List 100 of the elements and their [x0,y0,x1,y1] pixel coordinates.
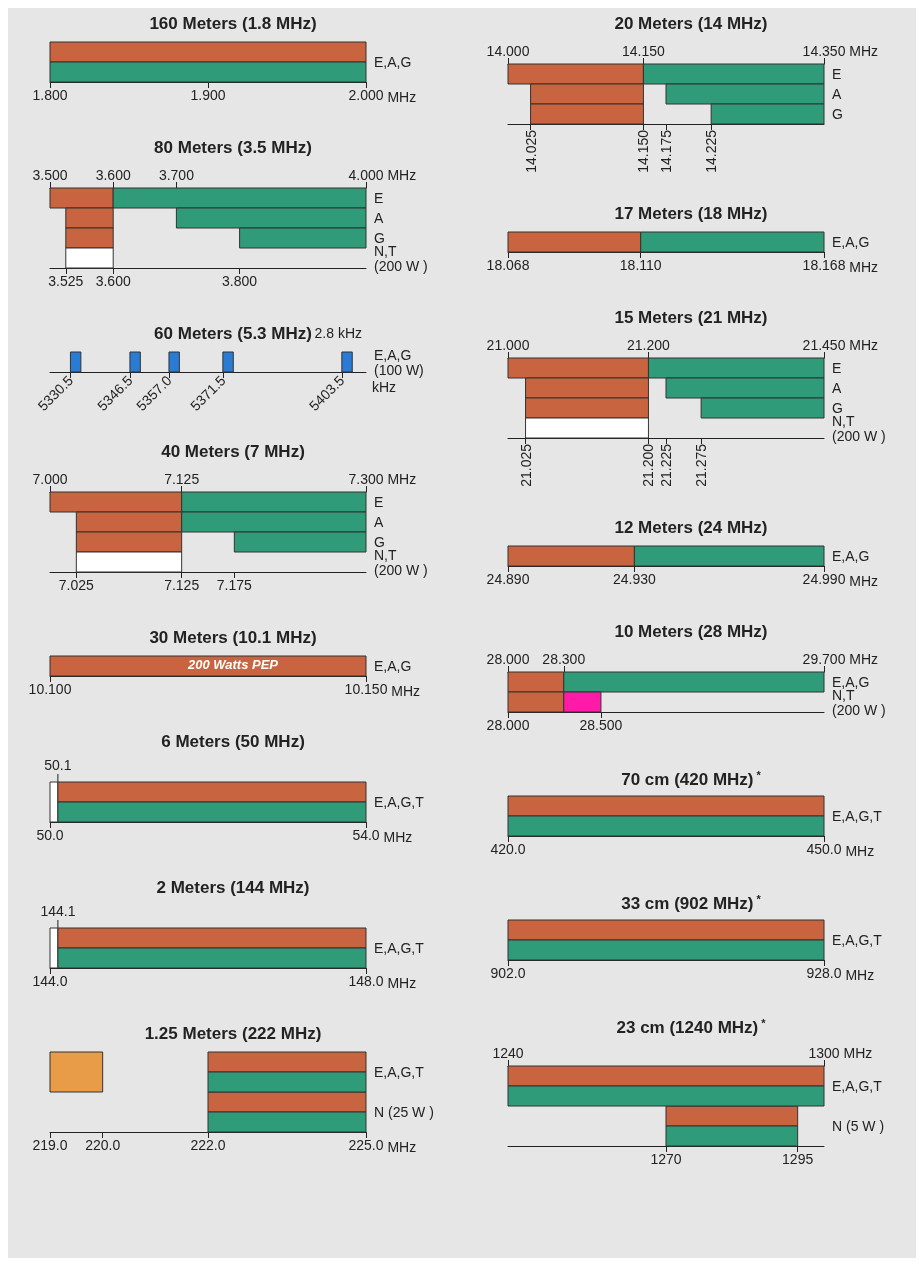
x-tick-label: 21.275 [693,443,710,487]
x-tick-label: 148.0 [348,973,384,989]
x-tick-label: 14.150 [635,129,652,173]
x2-tick-label: 14.000 [486,43,530,59]
x-tick-label: 1270 [650,1151,682,1167]
x2-tick-label: 28.300 [542,651,586,667]
x-axis-title: MHz [391,683,421,699]
chart-title: 30 Meters (10.1 MHz) [149,628,317,647]
x-tick-label: 28.500 [579,717,623,733]
x2-tick-label: 28.000 [486,651,530,667]
y-tick-label: A [374,210,384,226]
x-tick-label: 220.0 [85,1137,121,1153]
x-tick-label: 18.110 [619,257,662,273]
x-axis-title: MHz [387,89,417,105]
x-tick-label: 450.0 [806,841,842,857]
y-tick-label: E,A,G [374,658,412,674]
chart-title: 12 Meters (24 MHz) [614,518,768,537]
y-tick-label: E,A,G,T [374,794,425,810]
x-tick-label: 24.930 [612,571,657,587]
x-tick-label: 10.100 [28,681,72,697]
x-tick-label: 10.150 [344,681,388,697]
x-axis-title: MHz [383,829,413,845]
chart-title: 70 cm (420 MHz)* [621,768,762,789]
x2-tick-label: 3.700 [158,167,195,183]
y-tick-label: E,A,G,T [374,1064,425,1080]
x-tick-label: 1.900 [190,87,226,103]
y-tick-label: E [832,360,842,376]
x2-tick-label: 14.350 [802,43,846,59]
x-tick-label: 24.890 [486,571,530,587]
y-tick-label: A [832,86,842,102]
y-tick-label: E,A,G [832,234,870,250]
x2-tick-label: 4.000 [348,167,384,183]
x-tick-label: 3.525 [48,273,84,289]
annotation: 2.8 kHz [314,325,363,341]
ref-line-label: 50.1 [44,757,72,773]
chart-title: 33 cm (902 MHz)* [621,892,762,913]
chart-title: 6 Meters (50 MHz) [161,732,305,751]
y-tick-label: E,A,G,T [832,808,883,824]
x-tick-label: 14.225 [703,129,720,173]
ref-line-label: 144.1 [40,903,76,919]
x2-axis-title: MHz [849,43,879,59]
x-tick-label: 54.0 [352,827,380,843]
x-tick-label: 1295 [782,1151,814,1167]
x-tick-label: 3.600 [95,273,131,289]
x-tick-label: 18.168 [802,257,846,273]
x-tick-label: 928.0 [806,965,842,981]
chart-title: 40 Meters (7 MHz) [161,442,305,461]
y-tick-label: E,A,G,T [832,1078,883,1094]
x2-tick-label: 7.300 [348,471,384,487]
x2-tick-label: 21.200 [627,337,671,353]
x-tick-label: 902.0 [490,965,526,981]
y-tick-label: G [832,106,843,122]
x-tick-label: 14.175 [658,129,674,173]
x-tick-label: 50.0 [36,827,64,843]
x2-axis-title: MHz [387,167,417,183]
x2-tick-label: 7.000 [32,471,68,487]
chart-title: 160 Meters (1.8 MHz) [149,14,317,33]
x-tick-label: 1.800 [32,87,68,103]
x-tick-label: 420.0 [490,841,526,857]
x2-axis-title: MHz [843,1045,873,1061]
x2-tick-label: 1300 [808,1045,840,1061]
x-tick-label: 144.0 [32,973,68,989]
chart-title: 20 Meters (14 MHz) [614,14,768,33]
x2-tick-label: 3.500 [32,167,68,183]
y-tick-label: E [374,190,384,206]
y-tick-label: E,A,G [374,54,412,70]
x-axis-title: MHz [845,967,875,983]
chart-title: 2 Meters (144 MHz) [156,878,310,897]
x-tick-label: 18.068 [486,257,530,273]
x2-tick-label: 21.000 [486,337,530,353]
x2-axis-title: MHz [849,651,879,667]
y-tick-label: E,A,G (100 W) [374,346,424,378]
chart-title: 1.25 Meters (222 MHz) [144,1024,322,1043]
x2-axis-title: MHz [849,337,879,353]
x-axis-title: MHz [849,573,879,589]
x-tick-label: 7.125 [164,577,200,593]
x2-tick-label: 1240 [492,1045,524,1061]
y-tick-label: E [374,494,384,510]
x2-tick-label: 3.600 [95,167,131,183]
chart-title: 10 Meters (28 MHz) [614,622,768,641]
y-tick-label: E,A,G [832,548,870,564]
x-axis-title: MHz [849,259,879,275]
x-tick-label: 21.225 [658,443,674,487]
x-tick-label: 222.0 [190,1137,226,1153]
x-tick-label: 21.025 [517,443,534,487]
chart-title: 17 Meters (18 MHz) [614,204,768,223]
x2-tick-label: 21.450 [802,337,846,353]
y-tick-label: A [832,380,842,396]
x-tick-label: 225.0 [348,1137,384,1153]
x-axis-title: MHz [387,1139,417,1155]
annotation: 200 Watts PEP [186,657,279,672]
x-tick-label: 2.000 [348,87,384,103]
x-tick-label: 7.175 [216,577,253,593]
x-tick-label: 219.0 [32,1137,68,1153]
y-tick-label: N (5 W ) [832,1118,885,1134]
x2-tick-label: 29.700 [802,651,846,667]
x-tick-label: 21.200 [640,443,657,487]
x-axis-title: MHz [845,843,875,859]
x2-axis-title: MHz [387,471,417,487]
y-tick-label: A [374,514,384,530]
